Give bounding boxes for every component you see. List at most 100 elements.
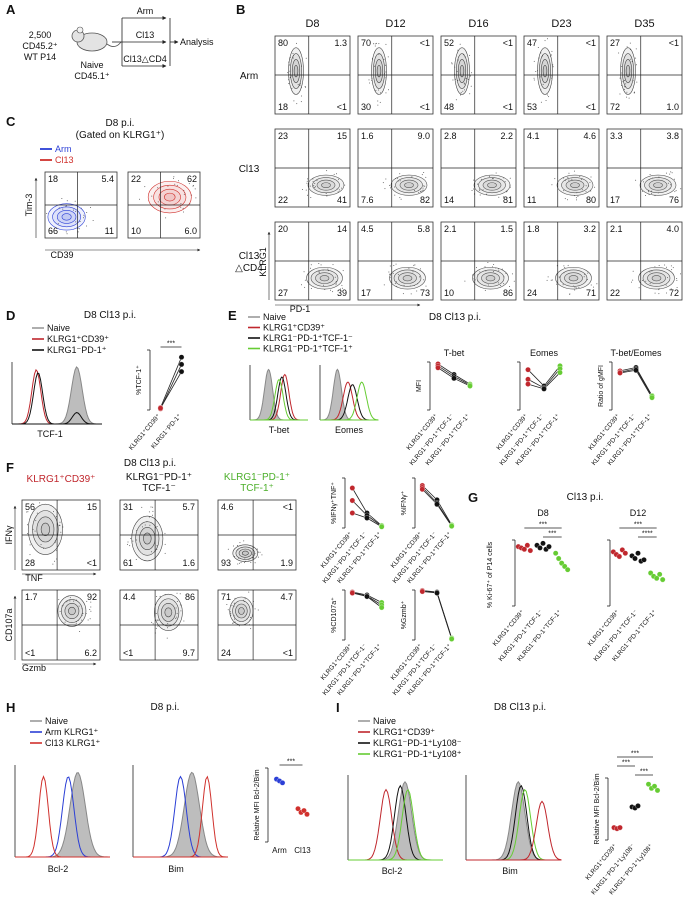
event-dot bbox=[393, 186, 395, 188]
histogram-curve bbox=[250, 378, 308, 421]
event-dot bbox=[511, 273, 513, 275]
event-dot bbox=[176, 592, 178, 594]
event-dot bbox=[484, 266, 486, 268]
event-dot bbox=[456, 71, 458, 73]
event-dot bbox=[78, 228, 80, 230]
event-dot bbox=[542, 83, 544, 85]
event-dot bbox=[581, 178, 583, 180]
x-axis-label: Bim bbox=[502, 866, 518, 876]
event-dot bbox=[57, 223, 59, 225]
data-point bbox=[564, 566, 571, 573]
event-dot bbox=[492, 271, 494, 273]
data-point bbox=[617, 824, 623, 831]
event-dot bbox=[157, 201, 159, 203]
event-dot bbox=[304, 286, 306, 288]
legend-label: Arm KLRG1⁺ bbox=[45, 727, 99, 737]
event-dot bbox=[669, 173, 671, 175]
event-dot bbox=[126, 543, 128, 545]
x-tick-label: KLRG1⁺CD39⁺ bbox=[587, 609, 621, 648]
event-dot bbox=[73, 600, 75, 602]
significance-label: *** bbox=[167, 341, 175, 348]
event-dot bbox=[183, 194, 185, 196]
event-dot bbox=[292, 57, 294, 59]
data-point bbox=[364, 515, 370, 521]
event-dot bbox=[645, 280, 647, 282]
event-dot bbox=[58, 524, 60, 526]
event-dot bbox=[132, 540, 134, 542]
event-dot bbox=[581, 189, 583, 191]
event-dot bbox=[75, 221, 77, 223]
quadrant-value: 24 bbox=[221, 648, 231, 658]
event-dot bbox=[460, 94, 462, 96]
event-dot bbox=[341, 284, 343, 286]
data-point bbox=[448, 636, 455, 642]
event-dot bbox=[644, 194, 646, 196]
event-dot bbox=[174, 183, 176, 185]
contour bbox=[482, 179, 502, 191]
quadrant-value: 14 bbox=[444, 195, 454, 205]
event-dot bbox=[673, 178, 675, 180]
event-dot bbox=[385, 71, 387, 73]
event-dot bbox=[621, 66, 623, 68]
event-dot bbox=[372, 43, 374, 45]
event-dot bbox=[540, 101, 542, 103]
event-dot bbox=[325, 192, 327, 194]
contour bbox=[376, 64, 382, 78]
event-dot bbox=[338, 189, 340, 191]
column-header: D12 bbox=[385, 18, 405, 30]
contour bbox=[143, 532, 152, 545]
event-dot bbox=[175, 617, 177, 619]
contour bbox=[651, 275, 662, 282]
event-dot bbox=[638, 287, 640, 289]
quadrant-value: 71 bbox=[221, 592, 231, 602]
chart-title: D12 bbox=[630, 508, 647, 518]
contour bbox=[404, 182, 414, 188]
histogram-curve bbox=[250, 368, 308, 421]
data-point bbox=[525, 366, 531, 373]
quadrant-value: 1.7 bbox=[25, 592, 38, 602]
quadrant-value: 4.6 bbox=[221, 502, 234, 512]
contour bbox=[393, 269, 422, 287]
data-point bbox=[653, 575, 660, 582]
event-dot bbox=[177, 180, 179, 182]
event-dot bbox=[488, 175, 490, 177]
quadrant-value: 22 bbox=[610, 288, 620, 298]
quadrant-value: 17 bbox=[361, 288, 371, 298]
contour bbox=[390, 174, 428, 196]
quadrant-value: 53 bbox=[527, 102, 537, 112]
event-dot bbox=[533, 79, 535, 81]
event-dot bbox=[462, 90, 464, 92]
column-header: D16 bbox=[468, 18, 488, 30]
event-dot bbox=[513, 280, 515, 282]
event-dot bbox=[237, 563, 239, 565]
data-point bbox=[419, 486, 426, 492]
event-dot bbox=[176, 612, 178, 614]
legend-label: KLRG1⁺CD39⁺ bbox=[263, 323, 325, 333]
event-dot bbox=[318, 262, 320, 264]
event-dot bbox=[157, 187, 159, 189]
event-dot bbox=[74, 200, 76, 202]
histogram-curve bbox=[348, 788, 443, 861]
event-dot bbox=[65, 205, 67, 207]
event-dot bbox=[322, 284, 324, 286]
event-dot bbox=[195, 197, 197, 199]
quadrant-value: <1 bbox=[283, 648, 293, 658]
event-dot bbox=[79, 220, 81, 222]
event-dot bbox=[567, 264, 569, 266]
event-dot bbox=[341, 187, 343, 189]
event-dot bbox=[176, 184, 178, 186]
event-dot bbox=[402, 293, 404, 295]
event-dot bbox=[658, 289, 660, 291]
quadrant-value: 15 bbox=[337, 131, 347, 141]
quadrant-value: 1.5 bbox=[500, 224, 513, 234]
contour bbox=[399, 179, 419, 191]
event-dot bbox=[36, 512, 38, 514]
quadrant-value: 73 bbox=[420, 288, 430, 298]
contour bbox=[540, 59, 550, 84]
event-dot bbox=[256, 548, 258, 550]
event-dot bbox=[83, 214, 85, 216]
panel-title: D8 Cl13 p.i. bbox=[494, 702, 546, 713]
contour bbox=[539, 53, 551, 89]
event-dot bbox=[61, 197, 63, 199]
